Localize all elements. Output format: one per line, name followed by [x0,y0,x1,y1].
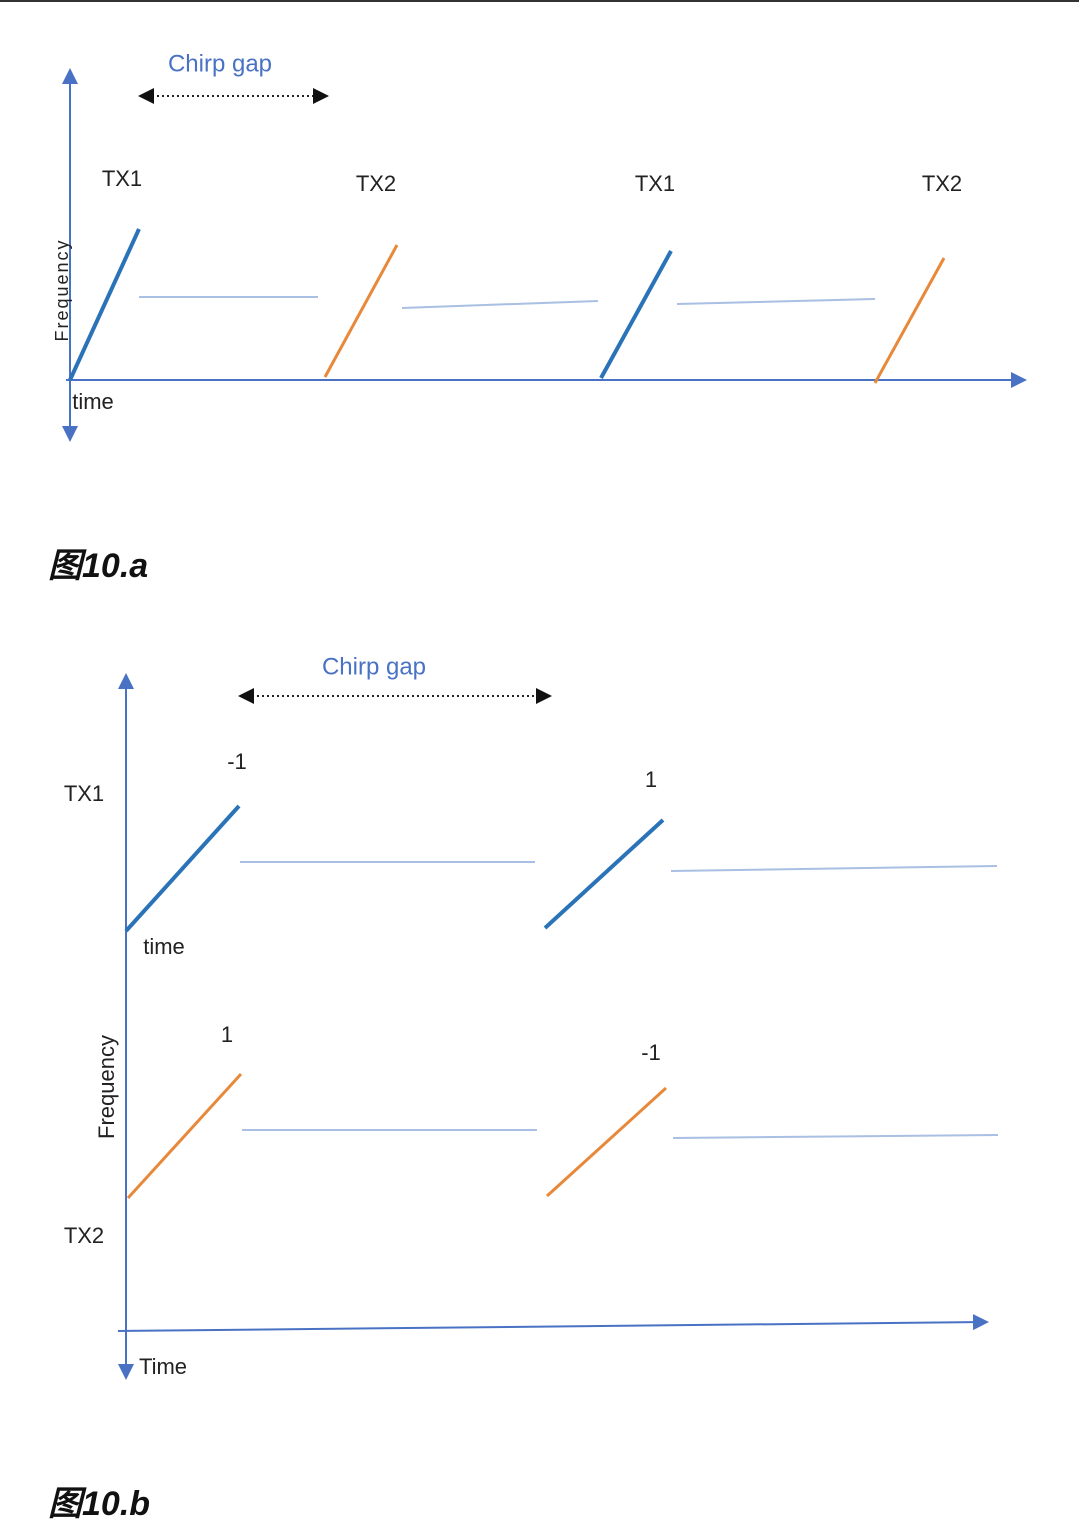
phase-label: -1 [227,749,247,774]
caption: 图10.a [48,547,148,585]
chirp [124,804,241,933]
chirp [599,250,673,379]
y-axis-label: Frequency [94,1035,119,1139]
idle [670,865,998,872]
chirp [68,228,141,381]
chirp [543,818,665,930]
x-axis-label: time [72,389,114,414]
caption: 图10.b [48,1485,150,1523]
tx-label: TX1 [102,166,142,191]
chirp [873,257,946,384]
figure-b: Chirp gap TX1 TX2 -1 1 1 -1 time Frequen… [48,653,999,1523]
time-label: time [143,934,185,959]
tx-label: TX2 [922,171,962,196]
chirp-gap: Chirp gap [322,653,426,680]
chirp [323,244,399,378]
figure-a: Chirp gap TX1 TX2 TX1 TX2 Frequency time… [48,50,1027,585]
tx-label: TX2 [356,171,396,196]
phase-label: 1 [645,767,657,792]
x-axis [117,1314,989,1332]
x-axis-label: Time [139,1354,187,1379]
tx-label: TX1 [64,781,104,806]
phase-label: -1 [641,1040,661,1065]
chirp [545,1086,668,1198]
idle [672,1134,999,1139]
phase-label: 1 [221,1022,233,1047]
chirp [126,1072,243,1200]
tx-label: TX1 [635,171,675,196]
chirp-gap: Chirp gap [168,50,272,77]
tx-label: TX2 [64,1223,104,1248]
idle [401,300,599,309]
idle [676,298,876,305]
y-axis-label: Frequency [52,238,72,341]
